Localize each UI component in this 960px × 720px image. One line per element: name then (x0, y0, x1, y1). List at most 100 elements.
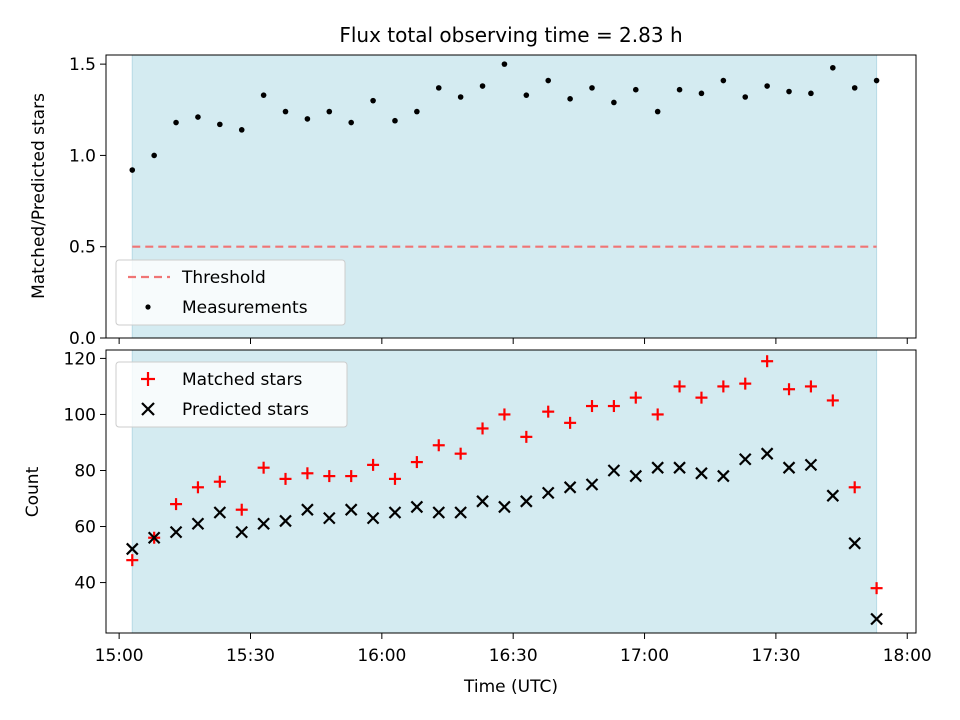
predicted-star-point (563, 481, 577, 494)
bottom-y-axis-label: Count (23, 466, 43, 517)
measurement-point (151, 152, 157, 159)
matched-star-point (323, 470, 336, 483)
bottom-legend-box (115, 361, 348, 428)
matched-star-point (761, 355, 774, 368)
matched-star-point (410, 456, 423, 469)
measurement-point (786, 88, 792, 95)
measurement-point (173, 119, 179, 126)
measurement-point (414, 108, 420, 115)
measurement-point (435, 85, 442, 91)
predicted-star-point (169, 525, 183, 539)
predicted-star-point (147, 531, 161, 545)
top-y-axis-label: Matched/Predicted stars (29, 93, 49, 299)
predicted-star-point (848, 537, 861, 550)
bottom-legend: Matched stars Predicted stars (115, 361, 348, 428)
predicted-star-point (213, 506, 227, 519)
measurement-point (479, 83, 486, 89)
matched-star-point (586, 400, 598, 413)
matched-star-point (388, 472, 401, 485)
measurement-point (720, 77, 727, 84)
top-panel-frame (105, 54, 917, 339)
predicted-star-point (301, 503, 314, 516)
matched-star-point (695, 391, 708, 404)
predicted-star-point (870, 612, 883, 626)
predicted-star-point (454, 506, 467, 519)
matched-star-point (257, 461, 270, 474)
predicted-star-point (388, 506, 402, 519)
predicted-star-point (541, 486, 555, 500)
matched-star-point (126, 554, 139, 567)
x-tick-label: 17:30 (751, 646, 800, 666)
matched-star-point (651, 408, 664, 421)
measurement-point (392, 117, 398, 124)
matched-star-point (476, 422, 489, 435)
measurement-point (523, 92, 530, 98)
top-legend: Threshold Measurements (115, 259, 346, 326)
predicted-star-point (432, 506, 446, 519)
predicted-star-point (410, 500, 424, 514)
measurement-point (260, 92, 267, 98)
y-tick-label: 120 (64, 349, 96, 369)
matched-star-point (213, 475, 226, 488)
matched-star-point (235, 503, 248, 516)
predicted-star-point (344, 503, 358, 516)
matched-star-point (783, 383, 796, 396)
measurement-point (851, 85, 858, 91)
y-tick-label: 1.0 (69, 146, 96, 166)
predicted-star-point (607, 464, 621, 477)
legend-measurements-swatch (145, 304, 151, 310)
predicted-star-point (585, 478, 599, 491)
x-axis-label: Time (UTC) (463, 677, 558, 697)
measurement-point (282, 108, 289, 115)
predicted-star-point (804, 458, 818, 472)
chart-title: Flux total observing time = 2.83 h (339, 23, 682, 47)
measurement-point (830, 64, 836, 71)
measurement-point (611, 99, 617, 106)
measurement-point (676, 86, 683, 93)
measurement-point (195, 114, 201, 120)
predicted-star-point (695, 467, 708, 480)
measurement-point (457, 94, 464, 100)
y-tick-label: 1.5 (69, 55, 96, 75)
measurement-point (238, 127, 245, 133)
predicted-star-point (629, 469, 643, 483)
measurement-point (808, 90, 814, 97)
predicted-star-point (476, 495, 489, 508)
measurement-point (217, 121, 223, 128)
predicted-star-point (782, 461, 796, 474)
predicted-star-point (235, 525, 249, 539)
legend-predicted-label: Predicted stars (182, 400, 309, 420)
matched-star-point (870, 582, 883, 595)
predicted-star-point (717, 469, 730, 483)
measurement-point (326, 108, 333, 115)
matched-star-point (542, 405, 555, 418)
measurement-point (501, 61, 508, 67)
predicted-star-point (673, 461, 686, 474)
legend-measurements-label: Measurements (182, 298, 308, 318)
measurement-point (370, 97, 376, 104)
predicted-star-point (520, 495, 533, 508)
y-tick-label: 0.5 (69, 238, 96, 258)
measurement-point (348, 119, 354, 126)
matched-star-point (804, 380, 817, 393)
matched-star-point (454, 447, 467, 460)
predicted-star-point (125, 542, 139, 556)
measurement-point (698, 90, 705, 97)
matched-star-point (564, 416, 577, 429)
matched-star-point (498, 408, 511, 421)
measurement-point (545, 77, 552, 84)
predicted-star-point (191, 517, 205, 531)
bottom-panel: 40 60 80 100 120 15:00 15:30 16:00 16:30 17:00 17:… (23, 349, 932, 666)
matched-star-point (826, 394, 839, 407)
matched-star-point (301, 467, 314, 480)
measurement-point (873, 77, 880, 84)
legend-threshold-label: Threshold (181, 268, 266, 288)
measurement-point (129, 167, 136, 173)
matched-star-point (629, 391, 642, 404)
measurement-point (742, 94, 749, 100)
y-tick-label: 0.0 (69, 329, 96, 349)
legend-matched-swatch (141, 372, 155, 386)
matched-star-point (520, 430, 533, 443)
legend-matched-label: Matched stars (182, 370, 302, 390)
